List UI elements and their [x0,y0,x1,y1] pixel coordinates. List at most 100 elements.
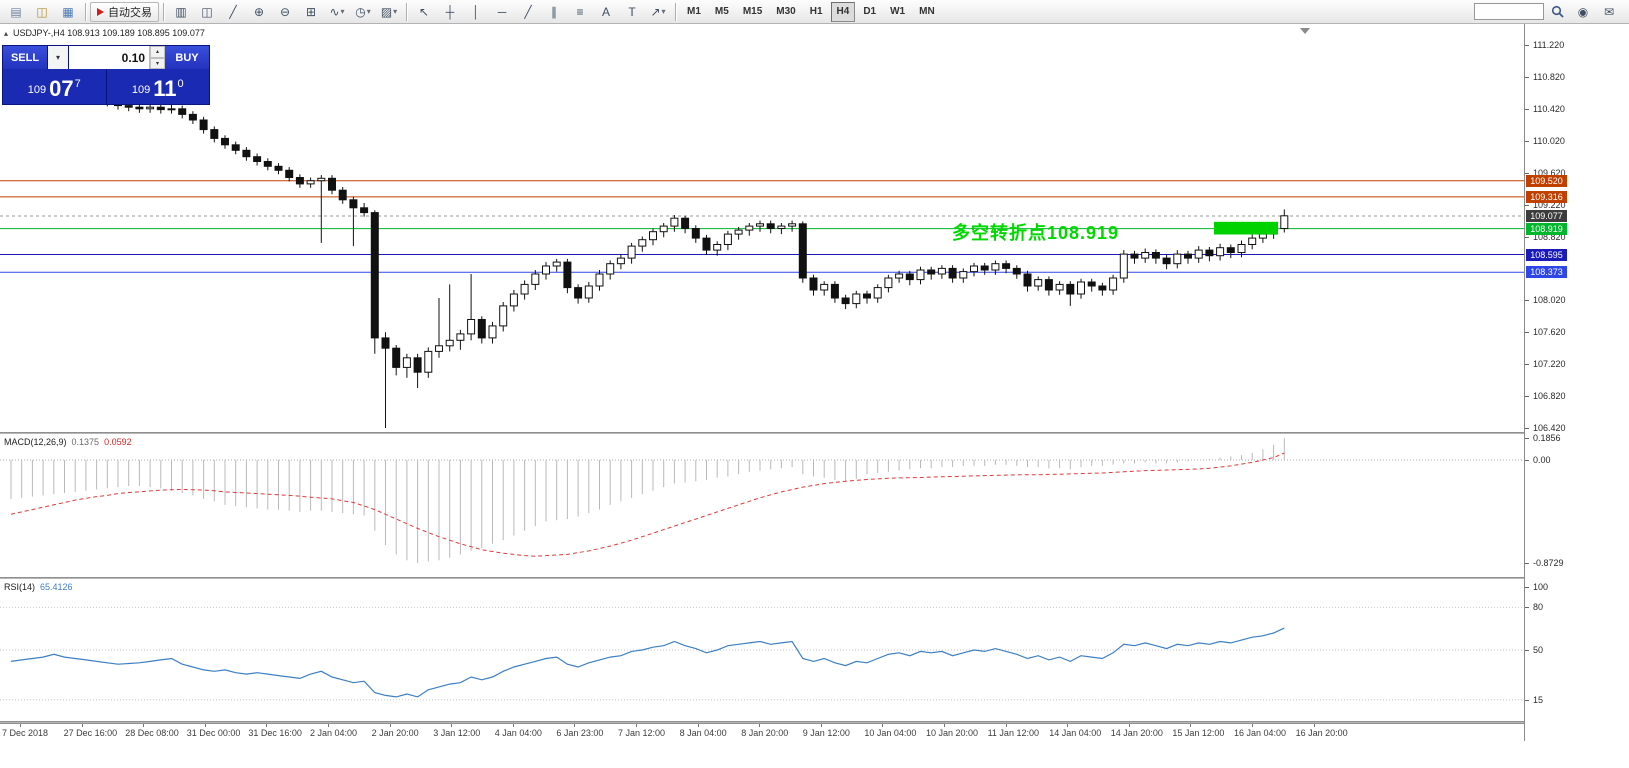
zoom-out-icon[interactable]: ⊖ [279,4,291,19]
chart-shift-marker[interactable] [1300,28,1310,34]
chart-annotation-text: 多空转折点108.919 [952,223,1120,243]
rsi-panel[interactable]: RSI(14) 65.4126 [0,579,1524,721]
price-scale[interactable]: 111.220 110.820 110.420 110.020 109.620 109.2… [1524,24,1629,741]
panel-splitter[interactable] [0,721,1629,723]
lot-decrease-button[interactable] [150,57,165,69]
scale-label: 106.420 [1533,423,1566,433]
crosshair-icon[interactable]: ┼ [445,4,455,19]
price-tag: 108.919 [1526,222,1567,235]
cursor-icon[interactable]: ↖ [418,4,430,19]
time-tick [328,724,329,727]
toolbar-separator [675,2,676,21]
time-tick [1067,724,1069,727]
price-tag: 109.077 [1526,210,1567,222]
price-chart-panel[interactable]: ▴ USDJPY-,H4 108.913 109.189 108.895 109… [0,24,1524,432]
label-icon[interactable]: T [628,4,636,19]
scale-tick [1525,460,1529,461]
timeframe-m15-button[interactable]: M15 [742,6,763,17]
periods-icon[interactable]: ◷ ▾ [355,4,371,19]
lot-size-input[interactable] [69,46,149,69]
timeframe-h4-button[interactable]: H4 [830,1,856,22]
autotrading-icon [97,7,104,16]
scale-label: 0.1856 [1533,433,1561,444]
timeframe-d1-button[interactable]: D1 [863,6,877,17]
channel-icon[interactable]: ∥ [551,4,557,19]
time-label: 31 Dec 00:00 [186,728,241,738]
macd-main-value: 0.1375 [71,437,100,447]
time-tick [1190,724,1192,727]
ask-price-button[interactable]: 109 11 0 [106,69,209,104]
order-type-dropdown[interactable] [47,46,69,69]
timeframe-m30-button[interactable]: M30 [776,6,796,17]
fibonacci-icon[interactable]: ≡ [576,4,584,19]
time-tick [1252,724,1253,727]
autotrading-button[interactable]: 自动交易 [90,1,159,22]
toolbar-left-group: ▤ ◫ ▦ [3,1,81,23]
line-chart-icon[interactable]: ╱ [229,4,237,19]
candlestick-chart-icon[interactable]: ◫ [201,4,213,19]
templates-icon[interactable]: ▨ ▾ [380,4,398,19]
ask-pips: 11 [153,76,177,102]
scale-label: 106.820 [1533,391,1566,402]
vertical-line-icon[interactable]: │ [472,4,480,19]
zoom-in-icon[interactable]: ⊕ [253,4,265,19]
panel-splitter[interactable] [0,432,1629,434]
arrows-icon[interactable]: ↗ ▾ [650,4,666,19]
chart-window-icon[interactable]: ◫ [36,4,48,19]
panel-splitter[interactable] [0,577,1629,579]
search-icon[interactable] [1547,2,1567,22]
community-icon[interactable]: ◉ [1577,4,1589,19]
macd-signal-value: 0.0592 [104,437,132,447]
bid-price-button[interactable]: 109 07 7 [3,69,106,104]
scale-label: 107.620 [1533,327,1566,338]
timeframe-m1-button[interactable]: M1 [687,6,701,17]
market-watch-icon[interactable]: ▦ [62,4,74,19]
macd-panel[interactable]: MACD(12,26,9) 0.1375 0.0592 [0,434,1524,577]
tile-windows-icon[interactable]: ⊞ [305,4,317,19]
help-icon[interactable]: ✉ [1603,4,1615,19]
scale-tick [1525,140,1529,142]
scale-label: 108.820 [1533,231,1566,242]
timeframe-mn-button[interactable]: MN [919,6,935,17]
chevron-down-icon: ▾ [340,7,345,16]
bid-pips: 07 [49,76,74,102]
search-input[interactable] [1474,3,1544,20]
macd-name: MACD(12,26,9) [4,437,67,447]
scale-label: -0.8729 [1533,558,1564,568]
scale-tick [1525,45,1529,46]
bar-chart-icon[interactable]: ▥ [175,4,187,19]
time-label: 9 Jan 12:00 [802,728,850,738]
time-tick [451,724,453,727]
timeframe-w1-button[interactable]: W1 [890,6,906,17]
scale-tick [1525,172,1529,174]
buy-button[interactable]: BUY [165,46,209,69]
horizontal-line-icon[interactable]: ─ [497,4,507,19]
candlestick-chart[interactable] [0,24,1524,432]
timeframe-h1-button[interactable]: H1 [809,6,823,17]
sell-button[interactable]: SELL [3,46,47,69]
time-axis[interactable]: 7 Dec 2018 27 Dec 16:00 28 Dec 08:00 31 Dec… [0,723,1629,742]
toolbar-separator [163,2,164,21]
scale-label: 80 [1533,602,1544,613]
chevron-down-icon: ▾ [366,7,371,16]
indicators-icon[interactable]: ∿ ▾ [329,4,345,19]
time-tick [1313,724,1315,727]
scale-tick [1525,332,1529,334]
price-tag: 109.316 [1526,190,1567,203]
time-label: 7 Dec 2018 [2,728,49,738]
scale-tick [1525,364,1529,366]
scale-tick [1525,108,1529,110]
macd-label: MACD(12,26,9) 0.1375 0.0592 [4,437,132,447]
trendline-icon[interactable]: ╱ [524,4,532,19]
time-label: 4 Jan 04:00 [494,728,542,738]
ask-fraction: 0 [177,78,184,90]
time-tick [512,724,514,727]
lot-increase-button[interactable] [150,46,165,58]
bid-fraction: 7 [74,78,81,90]
one-click-collapse-icon[interactable]: ▴ [4,28,9,38]
time-label: 7 Jan 12:00 [618,728,666,738]
autotrading-label: 自动交易 [108,6,152,19]
text-icon[interactable]: A [601,4,610,19]
timeframe-m5-button[interactable]: M5 [714,6,729,17]
new-order-icon[interactable]: ▤ [10,4,22,19]
